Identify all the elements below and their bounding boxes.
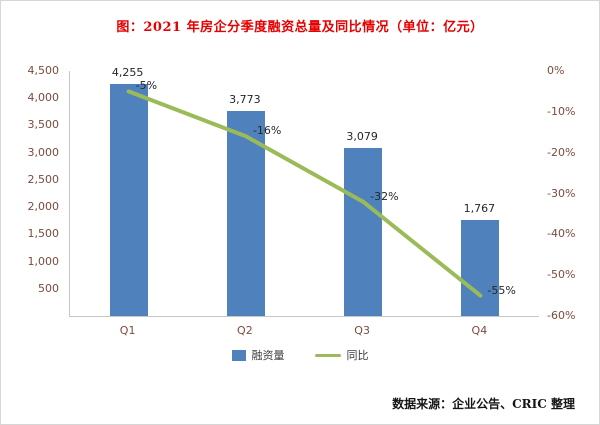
line-series-swatch-icon: [314, 353, 341, 357]
bar-value-label: 3,773: [229, 92, 261, 106]
legend-item-financing: 融资量: [231, 347, 285, 363]
bar-q3: [344, 148, 383, 316]
bar-q1: [109, 84, 148, 316]
chart-title: 图：2021 年房企分季度融资总量及同比情况（单位：亿元）: [116, 20, 484, 35]
right-axis-tick: -60%: [547, 309, 576, 322]
yoy-trend-line: [126, 89, 483, 298]
line-value-label: -32%: [370, 189, 399, 203]
right-axis-tick: -40%: [547, 227, 576, 241]
left-axis-tick: 4,500: [27, 64, 60, 77]
left-axis-tick: 2,500: [27, 172, 60, 186]
data-source: 数据来源：企业公告、CRIC 整理: [392, 397, 575, 411]
legend-item-yoy: 同比: [314, 347, 369, 363]
x-axis-label: Q4: [471, 324, 488, 337]
left-axis-tick: 3,000: [27, 145, 60, 159]
bar-value-label: 4,255: [111, 66, 144, 80]
x-axis-label: Q3: [354, 324, 370, 337]
right-axis-tick: -20%: [547, 145, 576, 159]
bar-q4: [461, 219, 500, 316]
left-axis-tick: 1,000: [27, 254, 60, 268]
right-axis-tick: -50%: [547, 268, 576, 282]
bar-value-label: 1,767: [463, 201, 496, 215]
line-value-label: -5%: [135, 79, 158, 93]
legend-label-yoy: 同比: [346, 349, 369, 362]
x-axis-label: Q1: [119, 324, 136, 337]
right-axis-tick: 0%: [547, 64, 565, 77]
left-axis-tick: 4,000: [27, 91, 60, 105]
legend: 融资量 同比: [1, 347, 599, 363]
x-axis-label: Q2: [237, 324, 253, 337]
line-value-label: -55%: [487, 283, 516, 297]
left-axis-tick: 3,500: [27, 118, 60, 132]
plot-area: [69, 71, 539, 317]
right-axis-tick: -30%: [547, 186, 576, 200]
bar-value-label: 3,079: [346, 130, 378, 144]
bar-series-swatch-icon: [231, 349, 246, 361]
left-axis-tick: 500: [38, 281, 59, 295]
left-axis-tick: 2,000: [27, 200, 60, 214]
left-axis-tick: 1,500: [27, 227, 60, 241]
right-axis-tick: -10%: [547, 104, 576, 118]
legend-label-financing: 融资量: [251, 349, 285, 362]
line-value-label: -16%: [252, 124, 282, 138]
